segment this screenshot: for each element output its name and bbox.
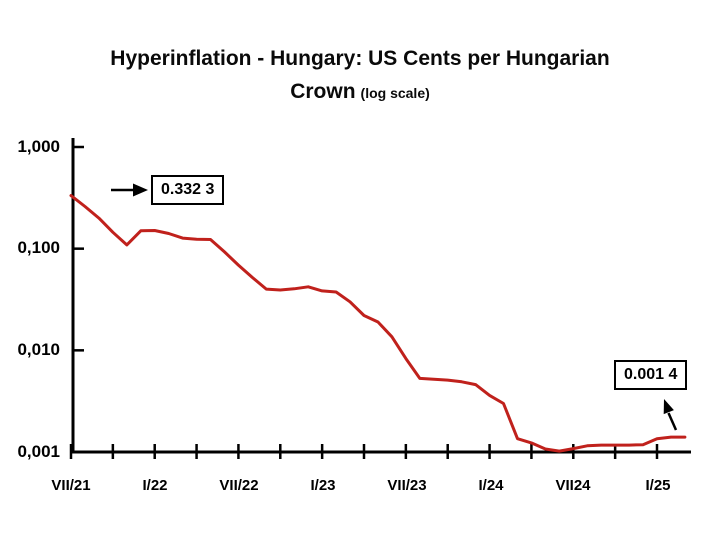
x-tick-label-vii23: VII/23 [387, 477, 427, 494]
y-tick-label-1000: 1,000 [17, 137, 60, 156]
x-tick-label-i23: I/23 [310, 477, 336, 494]
x-tick-label-vii21: VII/21 [51, 477, 91, 494]
first-value-callout: 0.332 3 [151, 175, 225, 205]
chart-title: Hyperinflation - Hungary: US Cents per H… [0, 42, 720, 110]
y-axis-ticks [73, 145, 84, 454]
data-line [69, 194, 687, 453]
last-value-arrow-icon [663, 399, 678, 431]
x-tick-label-i25: I/25 [645, 477, 671, 494]
chart-title-line1: Hyperinflation - Hungary: US Cents per H… [110, 47, 610, 70]
x-tick-label-i22: I/22 [142, 477, 168, 494]
y-tick-label-0100: 0,100 [17, 238, 60, 257]
y-tick-label-0010: 0,010 [17, 340, 60, 359]
first-value-arrow-icon [111, 183, 148, 197]
y-tick-label-0001: 0,001 [17, 442, 60, 461]
chart-title-scale-note: (log scale) [360, 85, 430, 101]
chart-title-line2-main: Crown [290, 80, 356, 103]
chart-title-line2: Crown (log scale) [0, 75, 720, 110]
x-tick-label-vii24: VII24 [555, 477, 591, 494]
x-tick-label-i24: I/24 [478, 477, 504, 494]
x-tick-label-vii22: VII/22 [219, 477, 259, 494]
last-value-callout: 0.001 4 [614, 360, 688, 390]
x-axis-ticks [69, 444, 659, 459]
